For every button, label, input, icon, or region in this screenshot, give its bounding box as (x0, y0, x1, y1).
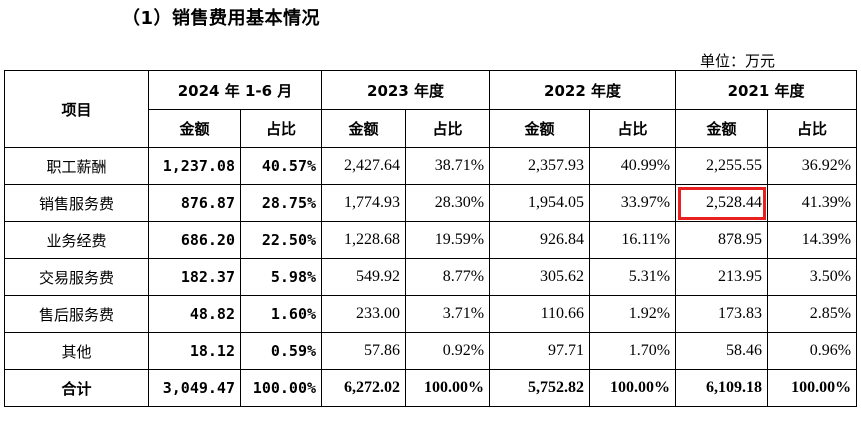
table-cell: 0.59% (239, 332, 323, 370)
section-heading: （1）销售费用基本情况 (122, 8, 321, 29)
table-cell: 18.12 (148, 332, 241, 370)
table-cell: 58.46 (675, 332, 769, 370)
table-cell: 2.85% (767, 295, 858, 333)
table-cell: 1,774.93 (321, 184, 407, 222)
ratio-header: 占比 (767, 109, 858, 148)
table-cell: 1,237.08 (148, 147, 241, 185)
row-label: 销售服务费 (4, 184, 149, 222)
table-row: 其他 18.12 0.59% 57.86 0.92% 97.71 1.70% 58.46 0.9… (4, 332, 858, 370)
amount-header: 金额 (148, 109, 241, 148)
table-cell: 40.99% (589, 147, 677, 185)
table-cell: 110.66 (489, 295, 591, 333)
table-cell: 1,954.05 (489, 184, 591, 222)
table-cell: 19.59% (405, 221, 491, 259)
table-cell: 3,049.47 (148, 369, 241, 407)
table-cell: 1,228.68 (321, 221, 407, 259)
table-cell: 5.31% (589, 258, 677, 296)
table-cell: 22.50% (239, 221, 323, 259)
ratio-header: 占比 (239, 109, 323, 148)
table-cell: 173.83 (675, 295, 769, 333)
row-label: 售后服务费 (4, 295, 149, 333)
amount-header: 金额 (675, 109, 769, 148)
table-row: 交易服务费 182.37 5.98% 549.92 8.77% 305.62 5.31% 21… (4, 258, 858, 296)
table-cell: 0.92% (405, 332, 491, 370)
table-row: 业务经费 686.20 22.50% 1,228.68 19.59% 926.84 16.1… (4, 221, 858, 259)
table-cell: 1.60% (239, 295, 323, 333)
ratio-header: 占比 (405, 109, 491, 148)
period-header-2024h1: 2024 年 1-6 月 (147, 70, 323, 110)
table-cell: 16.11% (589, 221, 677, 259)
table-cell: 5,752.82 (489, 369, 591, 407)
table-cell: 41.39% (767, 184, 858, 222)
table-row: 售后服务费 48.82 1.60% 233.00 3.71% 110.66 1.92% 173… (4, 295, 858, 333)
table-cell: 3.50% (767, 258, 858, 296)
total-row: 合计 3,049.47 100.00% 6,272.02 100.00% 5,7… (4, 369, 858, 407)
unit-label: 单位：万元 (699, 52, 775, 70)
table-cell: 100.00% (405, 369, 491, 407)
table-cell: 6,109.18 (675, 369, 769, 407)
table-cell: 8.77% (405, 258, 491, 296)
table-cell: 100.00% (589, 369, 677, 407)
header-row-periods: 项目 2024 年 1-6 月 2023 年度 2022 年度 2021 年度 (4, 70, 858, 148)
period-header-2021: 2021 年度 (675, 70, 858, 110)
table-cell: 3.71% (405, 295, 491, 333)
table-cell: 100.00% (767, 369, 858, 407)
table-cell: 1.92% (589, 295, 677, 333)
table-cell: 2,357.93 (489, 147, 591, 185)
item-column-header: 项目 (4, 70, 149, 148)
row-label: 交易服务费 (4, 258, 149, 296)
table-cell: 233.00 (321, 295, 407, 333)
table-cell: 48.82 (148, 295, 241, 333)
sales-expense-table: 项目 2024 年 1-6 月 2023 年度 2022 年度 2021 年度 … (4, 70, 858, 407)
table-cell: 5.98% (239, 258, 323, 296)
period-header-2023: 2023 年度 (321, 70, 491, 110)
table-cell: 38.71% (405, 147, 491, 185)
table-cell: 57.86 (321, 332, 407, 370)
table-cell: 182.37 (148, 258, 241, 296)
table-cell: 33.97% (589, 184, 677, 222)
table-cell: 878.95 (675, 221, 769, 259)
table-cell: 1.70% (589, 332, 677, 370)
table-cell: 2,427.64 (321, 147, 407, 185)
row-label: 业务经费 (4, 221, 149, 259)
table-cell: 549.92 (321, 258, 407, 296)
header-row-metrics: 金额 占比 金额 占比 金额 占比 金额 占比 (5, 109, 858, 148)
total-label: 合计 (4, 369, 149, 407)
table-cell: 100.00% (239, 369, 323, 407)
table-row: 销售服务费 876.87 28.75% 1,774.93 28.30% 1,954.05 3… (4, 184, 858, 222)
row-label: 其他 (4, 332, 149, 370)
table-cell: 686.20 (148, 221, 241, 259)
table-cell: 213.95 (675, 258, 769, 296)
highlighted-cell: 2,528.44 (675, 184, 769, 222)
period-header-2022: 2022 年度 (489, 70, 677, 110)
table-cell: 305.62 (489, 258, 591, 296)
table-cell: 2,255.55 (675, 147, 769, 185)
table-cell: 36.92% (767, 147, 858, 185)
table-cell: 40.57% (239, 147, 323, 185)
table-cell: 876.87 (148, 184, 241, 222)
table-cell: 28.75% (239, 184, 323, 222)
table-cell: 97.71 (489, 332, 591, 370)
ratio-header: 占比 (589, 109, 677, 148)
table-cell: 28.30% (405, 184, 491, 222)
amount-header: 金额 (489, 109, 591, 148)
amount-header: 金额 (321, 109, 407, 148)
table-cell: 926.84 (489, 221, 591, 259)
table-cell: 14.39% (767, 221, 858, 259)
table-cell: 6,272.02 (321, 369, 407, 407)
table-row: 职工薪酬 1,237.08 40.57% 2,427.64 38.71% 2,357.93… (4, 147, 858, 185)
row-label: 职工薪酬 (4, 147, 149, 185)
table-cell: 0.96% (767, 332, 858, 370)
